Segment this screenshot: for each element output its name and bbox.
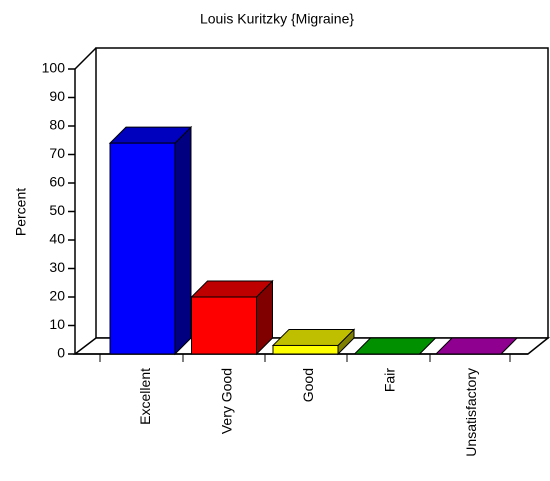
chart-title: Louis Kuritzky {Migraine} [200, 11, 354, 27]
y-tick-label: 0 [57, 345, 65, 361]
x-tick-label: Very Good [219, 368, 235, 434]
x-tick-label: Unsatisfactory [463, 368, 479, 457]
y-tick-label: 90 [49, 88, 65, 104]
y-axis-label: Percent [13, 188, 29, 236]
bar-top [353, 337, 437, 355]
category-ticks [99, 354, 511, 362]
bar [191, 296, 257, 355]
y-tick-label: 100 [42, 60, 66, 76]
y-tick-label: 70 [49, 145, 65, 161]
x-tick-label: Fair [382, 368, 398, 392]
bar [109, 142, 176, 355]
y-tick-label: 30 [49, 259, 65, 275]
bar-side [174, 125, 192, 356]
y-tick-label: 80 [49, 117, 65, 133]
bar [272, 344, 339, 355]
bar-top [434, 337, 519, 355]
y-tick-label: 60 [49, 174, 65, 190]
y-tick-label: 10 [49, 316, 65, 332]
y-tick-label: 20 [49, 288, 65, 304]
y-tick-label: 50 [49, 202, 65, 218]
x-tick-label: Good [300, 368, 316, 402]
x-tick-label: Excellent [137, 368, 153, 425]
y-tick-label: 40 [49, 231, 65, 247]
